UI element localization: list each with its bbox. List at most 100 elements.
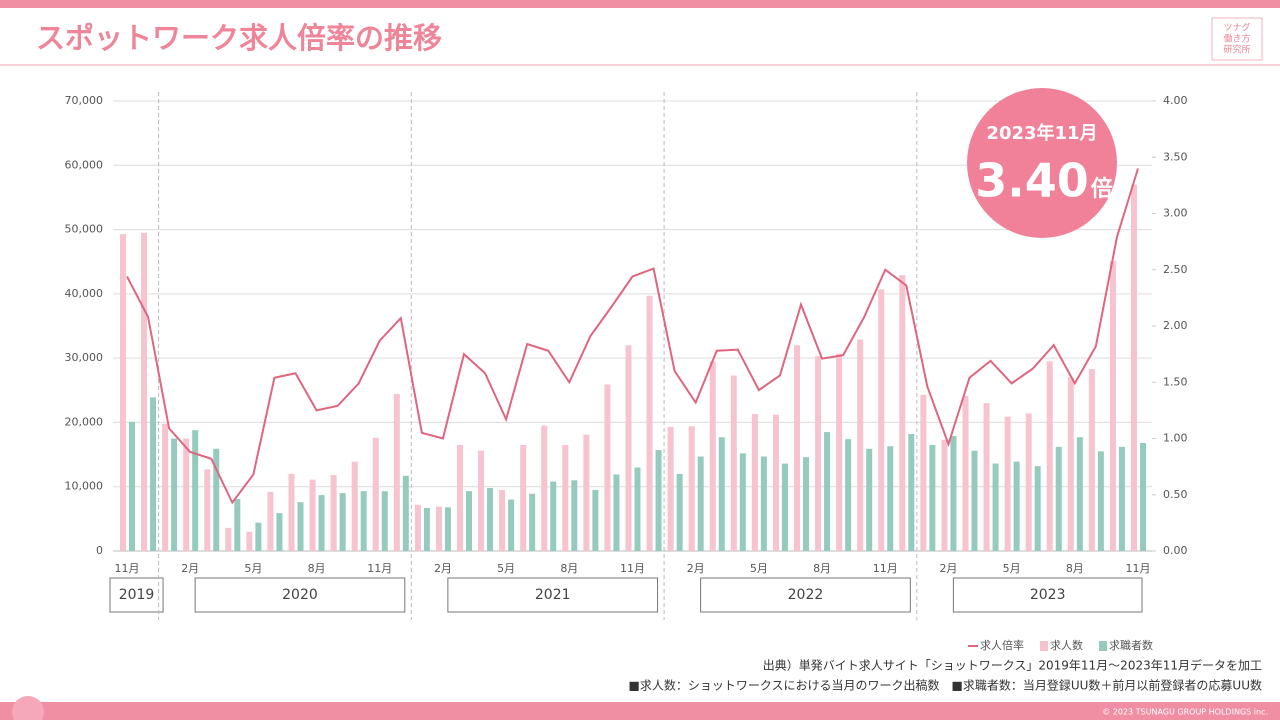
bar	[234, 498, 241, 551]
bar	[920, 394, 927, 551]
x-tick-label: 2月	[434, 562, 452, 575]
y-tick-label: 40,000	[65, 287, 104, 300]
y2-tick-label: 3.50	[1163, 150, 1188, 163]
bottom-bar	[0, 702, 1280, 720]
x-tick-label: 8月	[813, 562, 831, 575]
x-tick-label: 2月	[687, 562, 705, 575]
year-box	[194, 577, 406, 613]
bar	[1046, 361, 1053, 551]
title: スポットワーク求人倍率の推移	[36, 21, 442, 55]
bar	[592, 489, 599, 551]
bar	[794, 345, 800, 551]
bar	[562, 444, 569, 551]
callout	[967, 88, 1117, 238]
y-tick-label: 30,000	[65, 351, 104, 364]
bar	[372, 437, 379, 551]
year-box	[700, 577, 911, 613]
bar	[402, 475, 409, 551]
bar	[330, 475, 337, 551]
bar	[255, 522, 262, 551]
x-tick-label: 2月	[939, 562, 957, 575]
legend-label: 求職者数	[1109, 639, 1153, 652]
bar	[183, 438, 190, 551]
bar	[1076, 437, 1083, 551]
bar	[887, 446, 894, 551]
bar	[655, 450, 662, 551]
bar	[646, 295, 653, 551]
logo-box	[1211, 17, 1263, 61]
bar	[941, 439, 948, 551]
year-box	[447, 577, 659, 613]
x-tick-label: 2月	[181, 562, 199, 575]
bar	[571, 480, 578, 551]
bar	[213, 448, 220, 551]
bar	[625, 345, 632, 551]
bar	[246, 531, 253, 551]
y-tick-label: 50,000	[65, 223, 104, 236]
bar	[339, 493, 346, 551]
y2-tick-label: 0.50	[1163, 488, 1188, 501]
bar	[676, 473, 683, 551]
legend-swatch	[1099, 641, 1107, 651]
bar	[1131, 184, 1137, 552]
bar	[878, 289, 885, 551]
bar	[950, 435, 957, 551]
bar	[550, 481, 557, 551]
bar	[604, 384, 611, 551]
bar	[1004, 416, 1011, 551]
bar	[781, 463, 788, 551]
x-tick-label: 11月	[1126, 562, 1151, 575]
y-tick-label: 0	[96, 544, 103, 557]
year-label: 2023	[1030, 587, 1066, 603]
bar	[899, 275, 906, 551]
x-tick-label: 5月	[750, 562, 768, 575]
bar	[857, 339, 864, 551]
year-label: 2020	[282, 587, 318, 603]
bar	[225, 527, 232, 551]
bar	[760, 456, 767, 551]
bar	[1025, 413, 1032, 551]
bar	[141, 232, 148, 552]
bar	[1118, 446, 1125, 551]
bar	[120, 234, 126, 552]
bar	[129, 421, 135, 551]
bar	[709, 361, 716, 551]
bar	[423, 507, 430, 551]
bar	[971, 450, 978, 551]
x-tick-label: 11月	[367, 562, 392, 575]
legend-swatch	[1040, 641, 1048, 651]
bar	[583, 434, 590, 551]
bar	[381, 491, 388, 551]
bar	[634, 467, 641, 551]
y2-tick-label: 1.00	[1163, 432, 1188, 445]
y-tick-label: 10,000	[65, 480, 104, 493]
bar	[520, 444, 527, 551]
bar	[499, 489, 506, 551]
definition-note: ■求人数：ショットワークスにおける当月のワーク出稿数 ■求職者数：当月登録UU数…	[629, 678, 1262, 693]
bar	[192, 430, 199, 551]
y-tick-label: 60,000	[65, 158, 104, 171]
footer: © 2023 TSUNAGU GROUP HOLDINGS inc.	[1102, 708, 1268, 717]
x-tick-label: 5月	[497, 562, 515, 575]
bar	[739, 453, 746, 551]
bar	[318, 495, 325, 551]
bar	[929, 444, 936, 551]
bar	[751, 414, 758, 551]
bar	[1067, 377, 1074, 551]
bar	[529, 493, 536, 551]
callout-date: 2023年11月	[986, 122, 1097, 144]
bar	[414, 504, 421, 551]
bar	[730, 375, 737, 551]
y-tick-label: 20,000	[65, 415, 104, 428]
x-tick-label: 11月	[115, 562, 140, 575]
year-box	[109, 577, 164, 613]
y2-tick-label: 3.00	[1163, 207, 1188, 220]
bar	[288, 473, 295, 551]
y2-tick-label: 4.00	[1163, 94, 1188, 107]
callout-value: 3.40	[975, 154, 1089, 208]
bar	[487, 488, 494, 551]
year-label: 2022	[788, 587, 824, 603]
year-box	[952, 577, 1143, 613]
bar	[667, 426, 674, 551]
